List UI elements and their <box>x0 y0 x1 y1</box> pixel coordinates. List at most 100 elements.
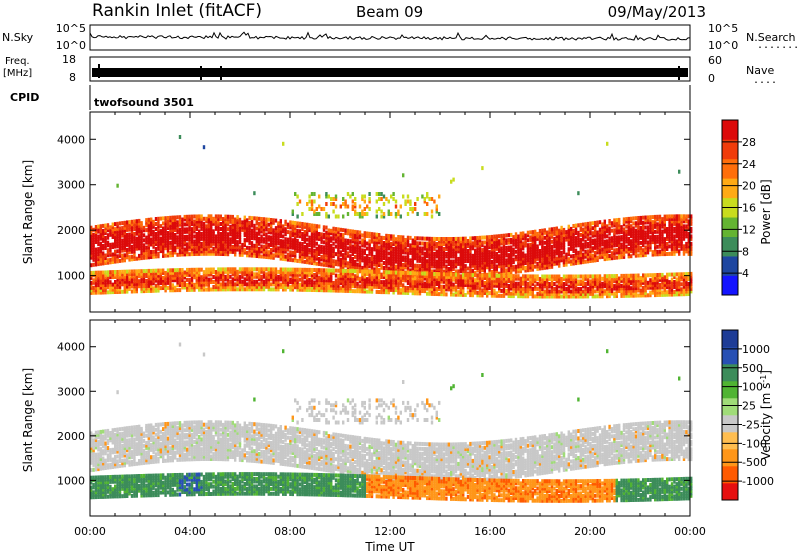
power-cell <box>279 272 282 277</box>
power-cell <box>157 246 160 251</box>
power-cell <box>198 214 201 219</box>
power-cell <box>526 274 530 279</box>
power-cell <box>548 230 551 235</box>
power-cell <box>534 257 537 262</box>
power-cell <box>195 244 198 249</box>
power-cell <box>358 253 362 257</box>
power-cell <box>529 260 532 265</box>
power-cell <box>450 262 453 266</box>
power-cell <box>289 237 292 242</box>
power-cell <box>510 232 513 237</box>
power-cell <box>418 286 422 291</box>
power-cell <box>188 267 191 272</box>
power-cell <box>550 287 554 291</box>
power-cell <box>418 288 422 293</box>
power-cell <box>188 287 191 292</box>
power-cell <box>445 287 448 292</box>
power-cell <box>193 239 196 244</box>
power-cell <box>505 240 508 245</box>
power-cell <box>284 285 287 289</box>
power-cell <box>531 245 534 250</box>
power-cell <box>282 246 285 251</box>
power-cell <box>567 242 570 247</box>
power-cell <box>212 221 215 226</box>
power-cell <box>361 243 364 248</box>
power-cell <box>342 268 345 273</box>
power-cell <box>178 273 182 278</box>
power-cell <box>145 269 148 273</box>
power-cell <box>349 271 352 276</box>
power-cell <box>553 229 556 234</box>
noise-trace <box>89 31 690 41</box>
power-cell <box>548 265 551 270</box>
power-cell <box>130 222 134 227</box>
power-cell <box>224 239 227 244</box>
power-cell <box>447 237 450 241</box>
power-cell <box>442 279 446 284</box>
power-cell <box>349 289 352 293</box>
power-cell <box>445 237 448 241</box>
power-cell <box>154 234 158 239</box>
power-cell <box>313 273 316 277</box>
power-cell <box>219 282 222 287</box>
power-cell <box>282 226 285 231</box>
power-cell <box>493 234 496 239</box>
power-cell <box>522 294 525 299</box>
power-cell <box>248 245 251 250</box>
power-cell <box>255 249 258 253</box>
power-cell <box>399 247 402 252</box>
power-cell <box>586 251 590 256</box>
power-cell <box>152 222 155 227</box>
power-cell <box>474 273 477 278</box>
power-cell <box>330 276 333 280</box>
power-cell <box>387 280 390 285</box>
power-cell <box>387 270 390 275</box>
power-cell <box>452 242 455 246</box>
power-cell <box>608 294 611 299</box>
power-cell <box>303 280 306 285</box>
power-cell <box>318 237 321 241</box>
power-cell <box>205 234 208 239</box>
power-cell <box>342 228 345 233</box>
power-cell <box>140 241 143 246</box>
power-cell <box>226 272 230 277</box>
power-cell <box>512 240 515 245</box>
power-cell <box>397 280 400 285</box>
power-cell <box>169 250 172 255</box>
power-cell <box>169 233 172 238</box>
power-cell <box>373 242 376 247</box>
power-cell <box>346 251 350 256</box>
power-cell <box>267 245 270 250</box>
power-cell <box>452 259 455 264</box>
power-cell <box>313 223 316 228</box>
power-cell <box>416 281 419 286</box>
power-cell <box>303 237 306 242</box>
power-cell <box>270 225 273 230</box>
power-cell <box>514 289 518 294</box>
power-cell <box>584 294 587 299</box>
power-cell <box>514 284 518 289</box>
power-cell <box>370 234 374 239</box>
power-cell <box>258 249 261 254</box>
power-cell <box>159 241 162 246</box>
power-cell <box>622 247 626 252</box>
power-cell <box>169 245 172 250</box>
power-cell <box>354 232 357 237</box>
power-cell <box>438 257 441 261</box>
power-cell <box>536 286 539 291</box>
power-cell <box>421 241 424 246</box>
power-cell <box>349 274 352 278</box>
power-cell <box>99 290 102 295</box>
power-cell <box>344 281 347 286</box>
power-cell <box>346 231 350 236</box>
power-cell <box>351 204 354 209</box>
power-cell <box>284 282 287 287</box>
power-cell <box>306 250 309 255</box>
power-cell <box>562 294 566 299</box>
power-cell <box>229 282 232 287</box>
power-cell <box>253 223 256 228</box>
power-cell <box>332 261 335 266</box>
power-cell <box>514 264 518 269</box>
power-cell <box>298 285 302 290</box>
power-cell <box>97 290 100 295</box>
